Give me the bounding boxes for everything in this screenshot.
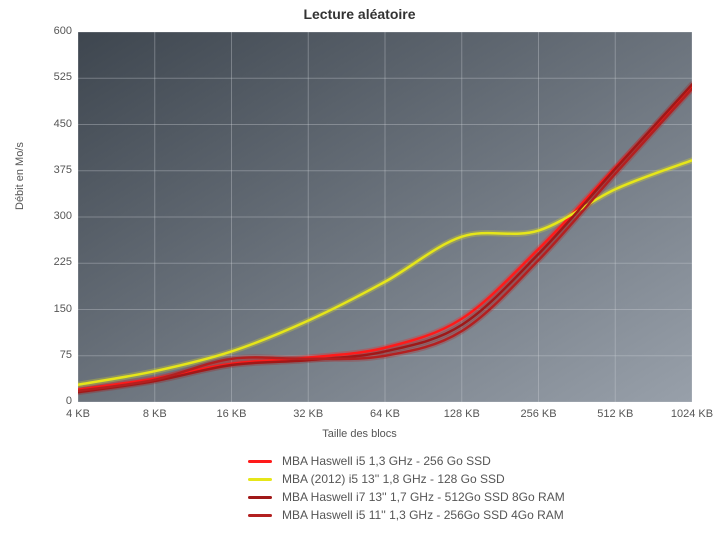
y-tick-label: 300 (32, 210, 72, 222)
legend-label: MBA Haswell i7 13'' 1,7 GHz - 512Go SSD … (282, 490, 565, 504)
x-tick-label: 1024 KB (671, 408, 713, 420)
x-tick-label: 64 KB (370, 408, 400, 420)
y-axis-label: Débit en Mo/s (14, 142, 26, 210)
y-tick-label: 150 (32, 303, 72, 315)
x-tick-label: 256 KB (520, 408, 556, 420)
legend-swatch (248, 514, 272, 517)
y-tick-label: 75 (32, 349, 72, 361)
legend-label: MBA Haswell i5 11'' 1,3 GHz - 256Go SSD … (282, 508, 564, 522)
legend-swatch (248, 460, 272, 463)
y-tick-label: 225 (32, 256, 72, 268)
y-tick-label: 600 (32, 25, 72, 37)
legend-swatch (248, 478, 272, 481)
legend-swatch (248, 496, 272, 499)
x-tick-label: 512 KB (597, 408, 633, 420)
y-tick-label: 0 (32, 395, 72, 407)
x-tick-label: 16 KB (217, 408, 247, 420)
x-tick-label: 8 KB (143, 408, 167, 420)
y-tick-label: 525 (32, 71, 72, 83)
legend-label: MBA (2012) i5 13'' 1,8 GHz - 128 Go SSD (282, 472, 505, 486)
x-tick-label: 32 KB (293, 408, 323, 420)
x-axis-label: Taille des blocs (0, 428, 719, 440)
chart-title: Lecture aléatoire (0, 6, 719, 22)
y-tick-label: 375 (32, 164, 72, 176)
legend-item-s1: MBA Haswell i5 1,3 GHz - 256 Go SSD (248, 452, 565, 470)
random-read-chart: Lecture aléatoire Débit en Mo/s Taille d… (0, 0, 719, 540)
legend-item-s3: MBA Haswell i7 13'' 1,7 GHz - 512Go SSD … (248, 488, 565, 506)
legend: MBA Haswell i5 1,3 GHz - 256 Go SSD MBA (… (248, 452, 565, 524)
y-tick-label: 450 (32, 118, 72, 130)
legend-item-s4: MBA Haswell i5 11'' 1,3 GHz - 256Go SSD … (248, 506, 565, 524)
plot-area (78, 32, 692, 402)
x-tick-label: 128 KB (444, 408, 480, 420)
legend-item-s2: MBA (2012) i5 13'' 1,8 GHz - 128 Go SSD (248, 470, 565, 488)
legend-label: MBA Haswell i5 1,3 GHz - 256 Go SSD (282, 454, 491, 468)
x-tick-label: 4 KB (66, 408, 90, 420)
